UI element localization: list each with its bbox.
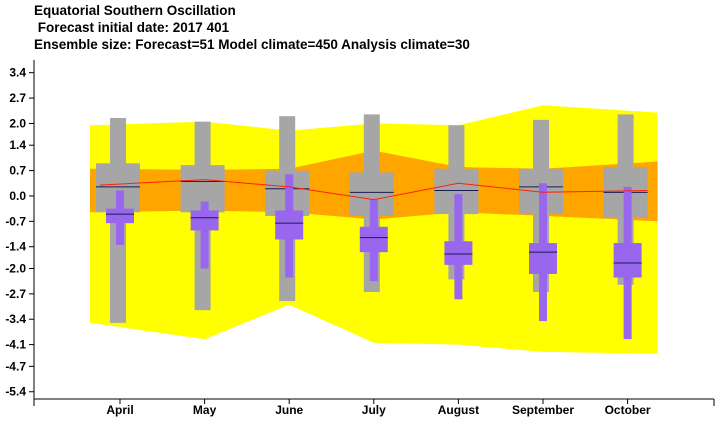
y-tick-label: -4.7 [5,359,26,373]
mean-line [99,179,648,201]
forecast-box-0-inner-box [108,210,132,222]
forecast-box-1-inner-box [192,212,217,229]
y-tick-label: 2.0 [9,116,26,130]
forecast-box-2 [275,174,304,278]
y-tick-label: 1.4 [9,138,26,152]
box-plots [96,114,648,340]
y-tick-label: -2.7 [5,287,26,301]
chart-subtitle: Forecast initial date: 2017 401 [34,20,230,35]
ensemble-size-label: Ensemble size: Forecast=51 Model climate… [34,37,470,52]
forecast-box-4 [444,194,473,300]
y-tick-label: 0.7 [9,164,26,178]
y-tick-label: -1.4 [5,240,26,254]
y-tick-label: 0.0 [9,189,26,203]
forecast-box-4-inner-box [446,243,471,264]
x-tick-label: May [193,403,217,417]
chart-title: Equatorial Southern Oscillation [34,3,236,18]
y-tick-label: -4.1 [5,338,26,352]
forecast-box-3 [359,199,388,282]
forecast-box-3-inner-box [361,230,386,251]
x-tick-label: June [275,403,303,417]
y-tick-label: -3.4 [5,312,26,326]
x-tick-label: July [362,403,386,417]
y-tick-label: -5.4 [5,385,26,399]
forecast-box-2-inner-box [277,214,302,238]
x-tick-label: August [438,403,479,417]
forecast-box-6-inner-box [615,244,640,276]
y-tick-label: 2.7 [9,91,26,105]
y-tick-label: 3.4 [9,66,26,80]
x-tick-label: April [106,403,133,417]
axes: 3.4 2.7 2.0 1.4 0.7 0.0 -0.7 -1.4 -2.0 -2.7 -3.4 -4… [5,60,715,417]
y-tick-label: -2.0 [5,261,26,275]
forecast-box-0 [106,190,134,245]
x-tick-label: September [512,403,574,417]
forecast-box-1-whisker [200,201,209,269]
y-tick-label: -0.7 [5,214,26,228]
chart-titles: Equatorial Southern Oscillation Forecast… [34,2,470,53]
x-tick-label: October [605,403,651,417]
forecast-box-6 [613,186,642,340]
forecast-box-5 [529,183,557,322]
forecast-box-5-inner-box [531,244,555,273]
forecast-box-1 [190,201,219,269]
